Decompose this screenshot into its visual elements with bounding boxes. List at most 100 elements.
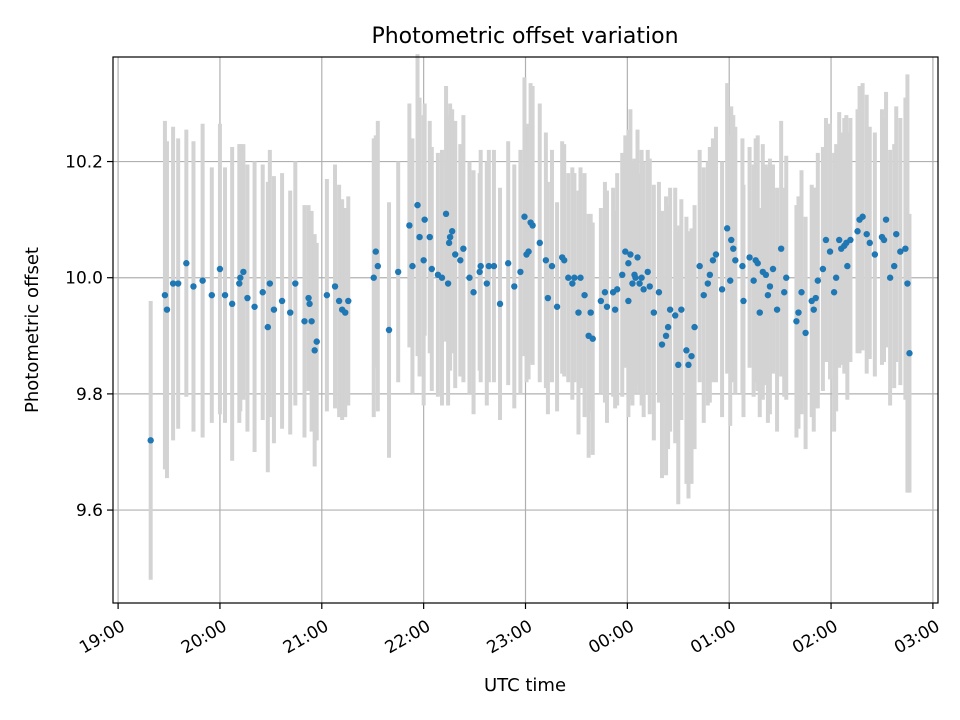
data-point: [228, 300, 236, 308]
data-point: [571, 274, 578, 281]
data-point: [640, 286, 647, 293]
data-point: [414, 201, 421, 209]
data-point: [658, 341, 666, 348]
data-point: [483, 280, 490, 287]
data-point: [685, 361, 692, 369]
x-tick-label: 19:00: [76, 616, 128, 658]
data-point: [372, 248, 379, 255]
data-point: [244, 294, 251, 302]
data-point: [762, 271, 770, 279]
data-point: [183, 260, 190, 267]
data-point: [466, 274, 473, 281]
y-tick-label: 10.2: [65, 153, 103, 173]
data-point: [331, 283, 339, 290]
data-point: [163, 306, 171, 313]
data-point: [819, 265, 827, 273]
y-tick-label: 9.8: [76, 385, 103, 405]
y-tick-label: 10.0: [65, 269, 103, 289]
data-point: [305, 294, 312, 302]
data-point: [536, 239, 543, 247]
data-point: [409, 262, 416, 270]
y-axis-label: Photometric offset: [22, 247, 43, 413]
data-point: [448, 228, 456, 235]
data-point: [496, 300, 504, 308]
x-axis-label: UTC time: [484, 675, 566, 696]
x-tick-label: 03:00: [891, 616, 943, 658]
data-point: [421, 216, 428, 223]
data-point: [906, 350, 913, 357]
data-point: [859, 213, 866, 220]
data-point: [704, 280, 712, 287]
data-point: [236, 280, 243, 287]
data-point: [601, 289, 609, 296]
data-point: [773, 306, 781, 313]
data-point: [882, 216, 890, 223]
data-point: [844, 262, 851, 270]
data-point: [442, 210, 450, 218]
data-point: [871, 251, 879, 258]
data-point: [190, 283, 197, 290]
data-point: [863, 230, 870, 238]
data-point: [793, 318, 800, 325]
data-point: [619, 271, 626, 279]
data-point: [634, 254, 641, 261]
data-point: [886, 274, 894, 281]
data-point: [678, 306, 685, 313]
data-point: [208, 291, 215, 299]
data-point: [335, 297, 343, 305]
data-point: [666, 306, 674, 313]
data-point: [426, 233, 433, 241]
x-tick-label: 21:00: [280, 616, 332, 658]
data-point: [683, 347, 690, 354]
data-point: [476, 268, 483, 276]
data-point: [622, 248, 629, 255]
data-point: [394, 268, 402, 276]
data-point: [278, 297, 286, 305]
data-point: [718, 286, 726, 293]
data-point: [490, 262, 498, 270]
data-point: [237, 274, 244, 281]
data-point: [712, 251, 720, 258]
data-point: [438, 274, 446, 281]
data-point: [627, 251, 634, 258]
data-point: [581, 291, 588, 299]
data-point: [577, 274, 584, 281]
data-point: [517, 268, 524, 276]
data-point: [406, 222, 413, 229]
data-point: [477, 262, 484, 270]
data-point: [301, 318, 308, 325]
data-point: [644, 268, 651, 276]
data-point: [802, 329, 809, 337]
data-point: [259, 289, 266, 296]
data-point: [603, 303, 611, 310]
data-point: [897, 248, 904, 255]
data-point: [662, 332, 670, 340]
data-point: [777, 245, 785, 252]
data-point: [521, 213, 528, 220]
data-point: [575, 309, 582, 316]
data-point: [385, 326, 393, 334]
data-point: [174, 280, 182, 287]
data-point: [565, 274, 572, 281]
data-point: [893, 230, 900, 238]
data-point: [625, 297, 632, 305]
x-tick-label: 00:00: [585, 616, 637, 658]
data-point: [691, 323, 698, 331]
data-point: [688, 352, 695, 360]
data-point: [416, 233, 423, 241]
data-point: [345, 297, 352, 305]
data-point: [452, 251, 459, 258]
data-point: [485, 262, 493, 270]
data-point: [672, 312, 679, 319]
data-point: [880, 236, 888, 244]
data-point: [730, 245, 737, 252]
data-point: [292, 280, 299, 287]
data-point: [756, 309, 763, 316]
data-point: [891, 262, 898, 270]
data-point: [199, 277, 206, 284]
data-point: [646, 283, 653, 290]
data-point: [740, 297, 747, 305]
data-point: [836, 236, 843, 244]
data-point: [306, 300, 313, 308]
data-point: [810, 306, 817, 313]
